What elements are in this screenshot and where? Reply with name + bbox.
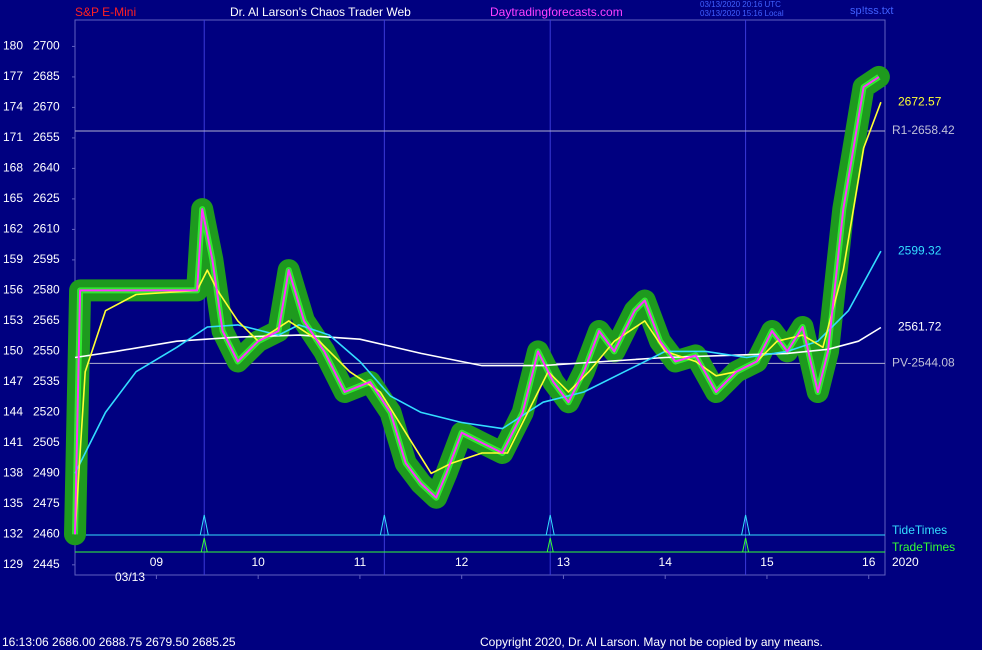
y-tick-label: 2460 bbox=[33, 527, 60, 541]
tide-legend: TideTimes bbox=[892, 523, 947, 537]
x-tick-label: 11 bbox=[354, 555, 367, 569]
y2-tick-label: 147 bbox=[3, 374, 23, 388]
y-tick-label: 2475 bbox=[33, 496, 60, 510]
y2-tick-label: 129 bbox=[3, 557, 23, 571]
x-tick-label: 16 bbox=[862, 555, 876, 569]
end-value-label: 2672.57 bbox=[898, 94, 942, 108]
x-tick-label: 09 bbox=[150, 555, 164, 569]
stamp-local: 03/13/2020 15:16 Local bbox=[700, 9, 784, 18]
trade-spike bbox=[742, 537, 750, 553]
y2-tick-label: 138 bbox=[3, 466, 23, 480]
stamp-utc: 03/13/2020 20:16 UTC bbox=[700, 0, 781, 9]
series-line bbox=[74, 101, 882, 535]
y2-tick-label: 144 bbox=[3, 405, 23, 419]
y2-tick-label: 180 bbox=[3, 39, 23, 53]
y-tick-label: 2655 bbox=[33, 130, 60, 144]
y-tick-label: 2640 bbox=[33, 161, 60, 175]
y2-tick-label: 177 bbox=[3, 69, 23, 83]
y2-tick-label: 135 bbox=[3, 496, 23, 510]
x-tick-label: 14 bbox=[659, 555, 673, 569]
end-value-label: 2561.72 bbox=[898, 320, 942, 334]
header-title: Dr. Al Larson's Chaos Trader Web bbox=[230, 5, 411, 19]
copyright: Copyright 2020, Dr. Al Larson. May not b… bbox=[480, 635, 823, 649]
trade-legend: TradeTimes bbox=[892, 540, 955, 554]
y-tick-label: 2625 bbox=[33, 191, 60, 205]
year-label: 2020 bbox=[892, 555, 919, 569]
level-label: PV-2544.08 bbox=[892, 356, 955, 370]
y-tick-label: 2445 bbox=[33, 557, 60, 571]
y-tick-label: 2505 bbox=[33, 435, 60, 449]
series-line bbox=[74, 250, 882, 474]
y-tick-label: 2490 bbox=[33, 466, 60, 480]
trade-spike bbox=[546, 537, 554, 553]
y2-tick-label: 162 bbox=[3, 222, 23, 236]
y-tick-label: 2685 bbox=[33, 69, 60, 83]
y2-tick-label: 132 bbox=[3, 527, 23, 541]
file-name: sp!tss.txt bbox=[850, 5, 893, 17]
y-tick-label: 2610 bbox=[33, 222, 60, 236]
y2-tick-label: 174 bbox=[3, 100, 23, 114]
y-tick-label: 2550 bbox=[33, 344, 60, 358]
y2-tick-label: 171 bbox=[3, 130, 23, 144]
y-tick-label: 2535 bbox=[33, 374, 60, 388]
x-tick-label: 12 bbox=[455, 555, 469, 569]
level-label: R1-2658.42 bbox=[892, 123, 955, 137]
y-tick-label: 2580 bbox=[33, 283, 60, 297]
end-value-label: 2599.32 bbox=[898, 243, 942, 257]
y2-tick-label: 156 bbox=[3, 283, 23, 297]
series-line bbox=[74, 76, 880, 535]
y-tick-label: 2670 bbox=[33, 100, 60, 114]
tide-spike bbox=[741, 514, 751, 536]
y2-tick-label: 165 bbox=[3, 191, 23, 205]
tide-spike bbox=[379, 514, 389, 536]
x-tick-label: 15 bbox=[760, 555, 774, 569]
y-tick-label: 2520 bbox=[33, 405, 60, 419]
x-tick-label: 13 bbox=[557, 555, 571, 569]
y2-tick-label: 141 bbox=[3, 435, 23, 449]
date-label: 03/13 bbox=[115, 570, 145, 584]
tide-spike bbox=[199, 514, 209, 536]
y2-tick-label: 168 bbox=[3, 161, 23, 175]
header-site: Daytradingforecasts.com bbox=[490, 5, 623, 19]
y2-tick-label: 153 bbox=[3, 313, 23, 327]
y2-tick-label: 159 bbox=[3, 252, 23, 266]
y-tick-label: 2595 bbox=[33, 252, 60, 266]
y-tick-label: 2700 bbox=[33, 39, 60, 53]
x-tick-label: 10 bbox=[251, 555, 265, 569]
trade-spike bbox=[200, 537, 208, 553]
tide-spike bbox=[545, 514, 555, 536]
y-tick-label: 2565 bbox=[33, 313, 60, 327]
footer-quote: 16:13:06 2686.00 2688.75 2679.50 2685.25 bbox=[2, 635, 236, 649]
header-left: S&P E-Mini bbox=[75, 5, 136, 19]
y2-tick-label: 150 bbox=[3, 344, 23, 358]
